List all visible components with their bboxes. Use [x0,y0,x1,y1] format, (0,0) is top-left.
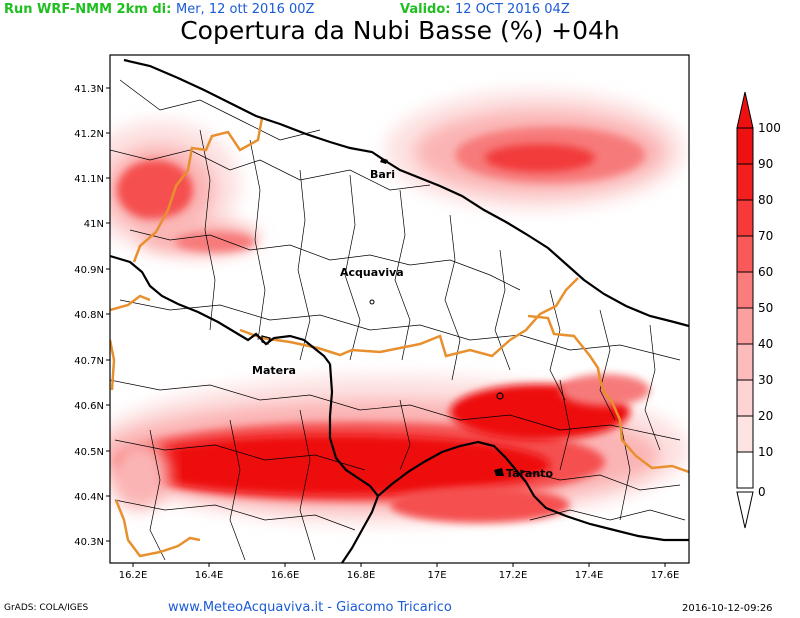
map-title: Copertura da Nubi Basse (%) +04h [180,16,620,45]
lat-tick-label: 40.7N [74,356,104,367]
region-borders [110,117,689,558]
lat-axis: 41.3N 41.2N 41.1N 41N 40.9N 40.8N 40.7N … [74,84,110,548]
lat-tick-label: 41.3N [74,84,104,95]
city-markers [261,158,504,476]
colorbar-segment [736,271,754,309]
lon-tick-label: 17.6E [651,570,680,581]
city-label-bari: Bari [370,168,395,181]
colorbar-segment [736,451,754,489]
colorbar-label: 100 [758,121,781,135]
valid-value: 12 OCT 2016 04Z [455,2,570,17]
lon-tick-label: 16.8E [347,570,376,581]
colorbar-segment [736,379,754,417]
colorbar-label: 20 [758,409,773,423]
colorbar: 100 90 80 70 60 50 40 30 20 10 0 [736,91,781,529]
lat-tick-label: 40.8N [74,310,104,321]
footer-software-credit: GrADS: COLA/IGES [4,603,89,613]
colorbar-segment [736,235,754,273]
footer-timestamp: 2016-10-12-09:26 [682,603,773,614]
colorbar-top-triangle [736,91,754,129]
colorbar-segment [736,127,754,165]
colorbar-segment [736,163,754,201]
lat-tick-label: 40.5N [74,447,104,458]
lon-axis: 16.2E 16.4E 16.6E 16.8E 17E 17.2E 17.4E … [119,563,680,581]
colorbar-segment [736,415,754,453]
colorbar-label: 80 [758,193,773,207]
colorbar-segment [736,343,754,381]
cloud-band-north [385,90,685,210]
colorbar-segment [736,199,754,237]
colorbar-segment [736,307,754,345]
colorbar-label: 90 [758,157,773,171]
colorbar-label: 0 [758,485,766,499]
colorbar-segments [736,127,754,489]
lat-tick-label: 41N [84,219,104,230]
lon-tick-label: 16.2E [119,570,148,581]
city-label-acquaviva: Acquaviva [340,266,404,279]
colorbar-bottom-triangle [736,491,754,529]
colorbar-label: 50 [758,301,773,315]
lat-tick-label: 41.1N [74,174,104,185]
map-frame [109,54,690,564]
city-label-matera: Matera [252,364,296,377]
lon-tick-label: 16.6E [271,570,300,581]
lat-tick-label: 40.6N [74,401,104,412]
lat-tick-label: 40.9N [74,265,104,276]
municipal-borders [110,79,686,561]
map-layers: Bari Acquaviva Matera Taranto [110,58,689,563]
colorbar-label: 10 [758,445,773,459]
valid-label: Valido: [400,2,451,17]
colorbar-label: 30 [758,373,773,387]
cloud-band-south [110,374,689,525]
run-value: Mer, 12 ott 2016 00Z [176,2,315,17]
run-label: Run WRF-NMM 2km di: [4,2,172,17]
lon-tick-label: 17.4E [575,570,604,581]
colorbar-label: 40 [758,337,773,351]
city-label-taranto: Taranto [506,467,553,480]
coastline [110,58,689,563]
footer-website-link[interactable]: www.MeteoAcquaviva.it - Giacomo Tricaric… [168,600,452,615]
colorbar-label: 60 [758,265,773,279]
lon-tick-label: 16.4E [195,570,224,581]
lon-tick-label: 17E [427,570,446,581]
lat-tick-label: 41.2N [74,129,104,140]
colorbar-label: 70 [758,229,773,243]
lon-tick-label: 17.2E [499,570,528,581]
lat-tick-label: 40.3N [74,537,104,548]
lat-tick-label: 40.4N [74,492,104,503]
